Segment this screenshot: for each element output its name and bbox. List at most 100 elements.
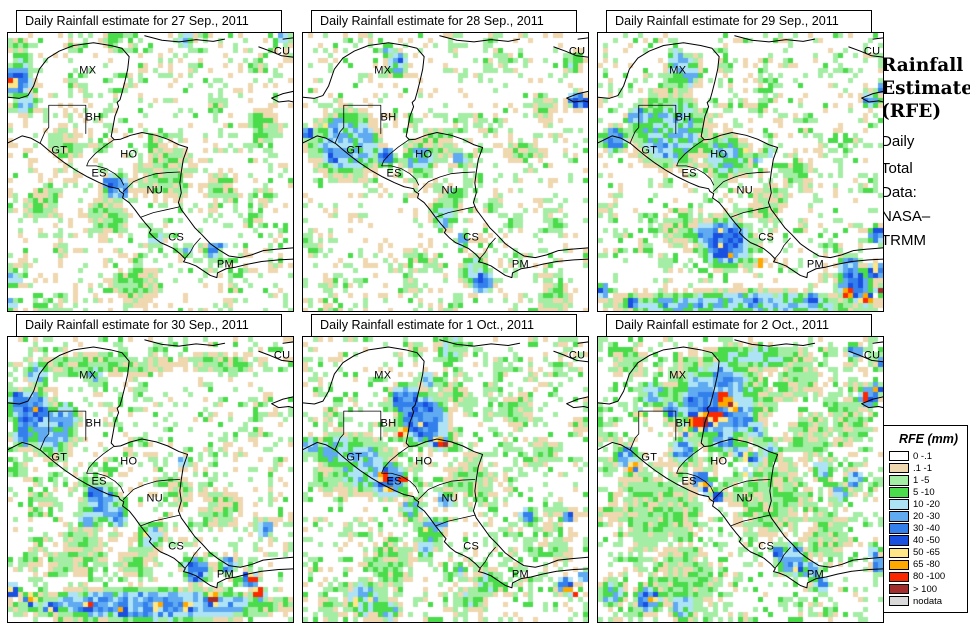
panel-title: Daily Rainfall estimate for 28 Sep., 201…	[311, 10, 577, 33]
legend-swatch	[889, 462, 909, 474]
legend-label: 80 -100	[913, 571, 946, 583]
legend-label: 1 -5	[913, 474, 930, 486]
rainfall-map: MX BH GT HO ES NU CS PM CU	[597, 336, 884, 623]
legend-swatch	[889, 595, 909, 607]
panel-title: Daily Rainfall estimate for 1 Oct., 2011	[311, 314, 577, 337]
legend-label: 0 -.1	[913, 450, 933, 462]
cuba-coast	[440, 340, 588, 362]
political-borders	[40, 105, 200, 258]
legend-row: .1 -1	[889, 462, 967, 474]
legend-title: RFE (mm)	[899, 432, 959, 446]
political-borders	[630, 411, 790, 568]
legend-swatch	[889, 547, 909, 559]
map-panel: Daily Rainfall estimate for 28 Sep., 201…	[302, 0, 589, 635]
legend-row: 30 -40	[889, 523, 967, 535]
hispaniola-coast	[862, 91, 883, 103]
coastline-overlay	[598, 33, 883, 311]
hispaniola-coast	[272, 396, 293, 408]
legend-row: 40 -50	[889, 535, 967, 547]
text-line: TRMM	[881, 232, 926, 249]
legend-label: 20 -30	[913, 511, 940, 523]
text-line: Daily	[881, 133, 915, 150]
map-panel: Daily Rainfall estimate for 29 Sep., 201…	[597, 0, 884, 635]
cuba-coast	[735, 36, 883, 58]
pacific-coast	[8, 136, 293, 278]
cuba-coast	[145, 36, 293, 58]
text-line: NASA–	[881, 208, 931, 225]
text-line: Rainfall	[881, 55, 964, 76]
legend-row: 20 -30	[889, 510, 967, 522]
legend-label: 10 -20	[913, 498, 940, 510]
pacific-coast	[598, 136, 883, 278]
product-subtitle: Daily Total	[881, 128, 914, 182]
legend-row: 50 -65	[889, 547, 967, 559]
cuba-coast	[440, 36, 588, 58]
rainfall-map: MX BH GT HO ES NU CS PM CU	[302, 336, 589, 623]
panel-title: Daily Rainfall estimate for 30 Sep., 201…	[16, 314, 282, 337]
political-borders	[335, 411, 495, 568]
legend-swatch	[889, 511, 909, 522]
pacific-coast	[8, 442, 293, 587]
map-panel: Daily Rainfall estimate for 30 Sep., 201…	[7, 0, 294, 635]
legend-row: 1 -5	[889, 474, 967, 486]
map-panel: Daily Rainfall estimate for 2 Oct., 2011…	[597, 0, 884, 635]
data-source: Data: NASA– TRMM	[881, 181, 930, 253]
legend-row: nodata	[889, 595, 967, 607]
caribbean-coast	[598, 347, 883, 567]
legend-swatch	[889, 487, 909, 498]
legend-label: > 100	[913, 583, 938, 595]
legend-row: 5 -10	[889, 486, 967, 498]
caribbean-coast	[8, 43, 293, 258]
legend-label: 65 -80	[913, 559, 940, 571]
caribbean-coast	[598, 43, 883, 258]
text-line: (RFE)	[881, 101, 942, 122]
legend-swatch	[889, 474, 909, 486]
legend-row: 10 -20	[889, 498, 967, 510]
coastline-overlay	[303, 337, 588, 622]
pacific-coast	[598, 442, 883, 587]
legend-label: 40 -50	[913, 535, 940, 547]
hispaniola-coast	[567, 91, 588, 103]
legend-label: nodata	[913, 595, 943, 607]
caribbean-coast	[303, 43, 588, 258]
legend-label: 5 -10	[913, 486, 935, 498]
text-line: Total	[881, 160, 913, 177]
legend-swatch	[889, 523, 909, 534]
caribbean-coast	[303, 347, 588, 567]
map-panel: Daily Rainfall estimate for 1 Oct., 2011…	[302, 0, 589, 635]
political-borders	[40, 411, 200, 568]
political-borders	[335, 105, 495, 258]
legend-swatch	[889, 535, 909, 546]
text-line: Estimate	[881, 78, 970, 99]
hispaniola-coast	[567, 396, 588, 408]
coastline-overlay	[8, 337, 293, 622]
legend-label: 30 -40	[913, 523, 940, 535]
pacific-coast	[303, 136, 588, 278]
pacific-coast	[303, 442, 588, 587]
political-borders	[630, 105, 790, 258]
cuba-coast	[145, 340, 293, 362]
coastline-overlay	[8, 33, 293, 311]
legend-label: .1 -1	[913, 462, 933, 474]
rainfall-map: MX BH GT HO ES NU CS PM CU	[597, 32, 884, 312]
legend-swatch	[889, 583, 909, 595]
legend-row: > 100	[889, 583, 967, 595]
hispaniola-coast	[862, 396, 883, 408]
legend-rows: 0 -.1.1 -1 1 -5 5 -10 10 -20 20 -30 30 -40 40 …	[889, 450, 967, 607]
caribbean-coast	[8, 347, 293, 567]
coastline-overlay	[598, 337, 883, 622]
product-heading: Rainfall Estimate (RFE)	[881, 54, 970, 123]
legend-row: 80 -100	[889, 571, 967, 583]
legend-swatch	[889, 450, 909, 462]
legend-row: 65 -80	[889, 559, 967, 571]
text-line: Data:	[881, 184, 917, 201]
legend-swatch	[889, 499, 909, 510]
legend-swatch	[889, 571, 909, 583]
legend-row: 0 -.1	[889, 450, 967, 462]
rainfall-map: MX BH GT HO ES NU CS PM CU	[302, 32, 589, 312]
hispaniola-coast	[272, 91, 293, 103]
legend-swatch	[889, 559, 909, 571]
rainfall-map: MX BH GT HO ES NU CS PM CU	[7, 336, 294, 623]
cuba-coast	[735, 340, 883, 362]
